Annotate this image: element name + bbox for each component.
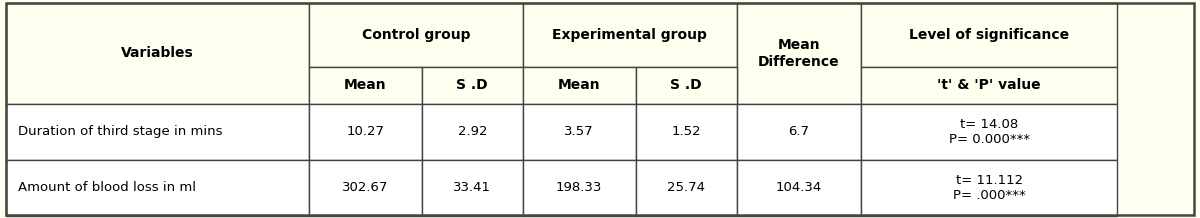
Bar [308, 160, 422, 216]
Text: 104.34: 104.34 [776, 181, 822, 194]
Text: t= 14.08
P= 0.000***: t= 14.08 P= 0.000*** [948, 118, 1030, 146]
Bar [422, 160, 523, 216]
Bar [6, 104, 308, 160]
Text: 33.41: 33.41 [454, 181, 491, 194]
Text: 2.92: 2.92 [457, 125, 487, 138]
Text: Level of significance: Level of significance [910, 28, 1069, 42]
Bar [523, 104, 636, 160]
Bar [308, 3, 523, 67]
Text: 't' & 'P' value: 't' & 'P' value [937, 78, 1040, 92]
Text: 302.67: 302.67 [342, 181, 389, 194]
Bar [6, 3, 308, 104]
Bar [636, 160, 737, 216]
Bar [862, 67, 1117, 104]
Text: Control group: Control group [361, 28, 470, 42]
Text: 6.7: 6.7 [788, 125, 810, 138]
Text: Variables: Variables [121, 46, 194, 60]
Text: 3.57: 3.57 [564, 125, 594, 138]
Bar [308, 67, 422, 104]
Bar [6, 160, 308, 216]
Bar [636, 67, 737, 104]
Text: Experimental group: Experimental group [552, 28, 707, 42]
Text: t= 11.112
P= .000***: t= 11.112 P= .000*** [953, 174, 1026, 202]
Text: Mean: Mean [344, 78, 386, 92]
Bar [737, 3, 862, 104]
Bar [636, 104, 737, 160]
Text: S .D: S .D [456, 78, 488, 92]
Bar [308, 104, 422, 160]
Bar [422, 67, 523, 104]
Text: Mean: Mean [558, 78, 600, 92]
Bar [523, 67, 636, 104]
Bar [422, 104, 523, 160]
Bar [523, 3, 737, 67]
Bar [862, 160, 1117, 216]
Text: 10.27: 10.27 [347, 125, 384, 138]
Text: Mean
Difference: Mean Difference [758, 38, 840, 69]
Text: S .D: S .D [671, 78, 702, 92]
Text: Duration of third stage in mins: Duration of third stage in mins [18, 125, 222, 138]
Text: 198.33: 198.33 [556, 181, 602, 194]
Bar [523, 160, 636, 216]
Bar [862, 3, 1117, 67]
Bar [862, 104, 1117, 160]
Text: Amount of blood loss in ml: Amount of blood loss in ml [18, 181, 196, 194]
Bar [737, 160, 862, 216]
Text: 1.52: 1.52 [671, 125, 701, 138]
Text: 25.74: 25.74 [667, 181, 706, 194]
Bar [737, 104, 862, 160]
